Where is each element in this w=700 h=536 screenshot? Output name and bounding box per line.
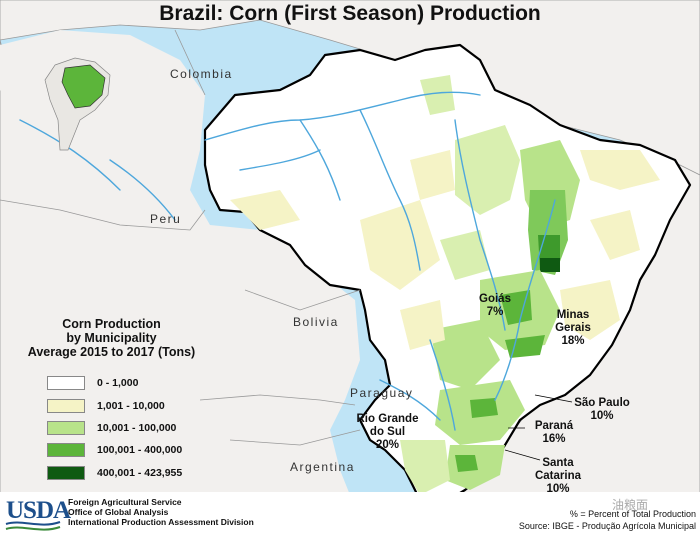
rio-grande-name-2: do Sul bbox=[369, 426, 406, 438]
footer-bar bbox=[0, 492, 700, 536]
legend-title-line-2: by Municipality bbox=[66, 331, 157, 345]
legend-row-2: 1,001 - 10,000 bbox=[47, 399, 165, 413]
minas-name-2: Gerais bbox=[555, 322, 591, 334]
goias-name: Goiás bbox=[479, 293, 511, 305]
state-minas-gerais: Minas Gerais 18% bbox=[543, 309, 603, 348]
state-santa-catarina: Santa Catarina 10% bbox=[523, 457, 593, 496]
santa-catarina-name-2: Catarina bbox=[534, 470, 582, 482]
percent-note: % = Percent of Total Production bbox=[569, 509, 696, 519]
santa-catarina-name-1: Santa bbox=[542, 457, 574, 469]
legend-label-3: 10,001 - 100,000 bbox=[97, 422, 177, 434]
state-parana: Paraná 16% bbox=[524, 420, 584, 446]
minas-name-1: Minas bbox=[556, 309, 590, 321]
rivers bbox=[19, 91, 556, 431]
legend-title-line-3: Average 2015 to 2017 (Tons) bbox=[27, 345, 196, 359]
country-borders bbox=[0, 29, 361, 446]
sao-paulo-pct: 10% bbox=[590, 410, 614, 422]
agency-line-1: Foreign Agricultural Service bbox=[68, 497, 182, 507]
map-title: Brazil: Corn (First Season) Production bbox=[159, 2, 541, 25]
parana-pct: 16% bbox=[542, 433, 566, 445]
legend-label-1: 0 - 1,000 bbox=[97, 377, 139, 389]
legend-title-line-1: Corn Production bbox=[62, 317, 161, 331]
agency-lines: Foreign Agricultural Service Office of G… bbox=[68, 497, 254, 527]
andes-region bbox=[0, 30, 360, 536]
state-goias: Goiás 7% bbox=[470, 293, 520, 319]
state-rio-grande-do-sul: Rio Grande do Sul 20% bbox=[345, 413, 430, 452]
legend-swatch-5 bbox=[47, 466, 85, 480]
label-bolivia: Bolivia bbox=[293, 315, 339, 329]
label-colombia: Colombia bbox=[170, 67, 233, 81]
state-sao-paulo: São Paulo 10% bbox=[562, 397, 642, 423]
agency-line-2: Office of Global Analysis bbox=[68, 507, 169, 517]
legend-label-2: 1,001 - 10,000 bbox=[97, 400, 165, 412]
legend-row-3: 10,001 - 100,000 bbox=[47, 421, 176, 435]
rio-grande-name-1: Rio Grande bbox=[356, 413, 419, 425]
usda-logo: USDA bbox=[6, 497, 71, 524]
legend-label-4: 100,001 - 400,000 bbox=[97, 444, 183, 456]
agency-line-3: International Production Assessment Divi… bbox=[68, 517, 254, 527]
legend-swatch-2 bbox=[47, 399, 85, 413]
legend-label-5: 400,001 - 423,955 bbox=[97, 467, 183, 479]
rio-grande-pct: 20% bbox=[375, 439, 400, 451]
legend-swatch-3 bbox=[47, 421, 85, 435]
legend-row-1: 0 - 1,000 bbox=[47, 376, 138, 390]
parana-name: Paraná bbox=[534, 420, 574, 432]
minas-pct: 18% bbox=[561, 335, 585, 347]
source-note: Source: IBGE - Produção Agrícola Municip… bbox=[518, 521, 696, 531]
goias-pct: 7% bbox=[486, 306, 504, 318]
label-paraguay: Paraguay bbox=[350, 386, 414, 400]
legend-title: Corn Production by Municipality Average … bbox=[4, 317, 219, 359]
inset-map bbox=[44, 57, 111, 151]
watermark: 油粮面 bbox=[612, 498, 649, 512]
label-peru: Peru bbox=[150, 212, 182, 226]
legend-swatch-1 bbox=[47, 376, 85, 390]
sao-paulo-name: São Paulo bbox=[574, 397, 630, 409]
label-argentina: Argentina bbox=[290, 460, 355, 474]
legend-row-4: 100,001 - 400,000 bbox=[47, 443, 182, 457]
legend-row-5: 400,001 - 423,955 bbox=[47, 466, 182, 480]
legend-swatch-4 bbox=[47, 443, 85, 457]
production-patches bbox=[230, 75, 660, 495]
